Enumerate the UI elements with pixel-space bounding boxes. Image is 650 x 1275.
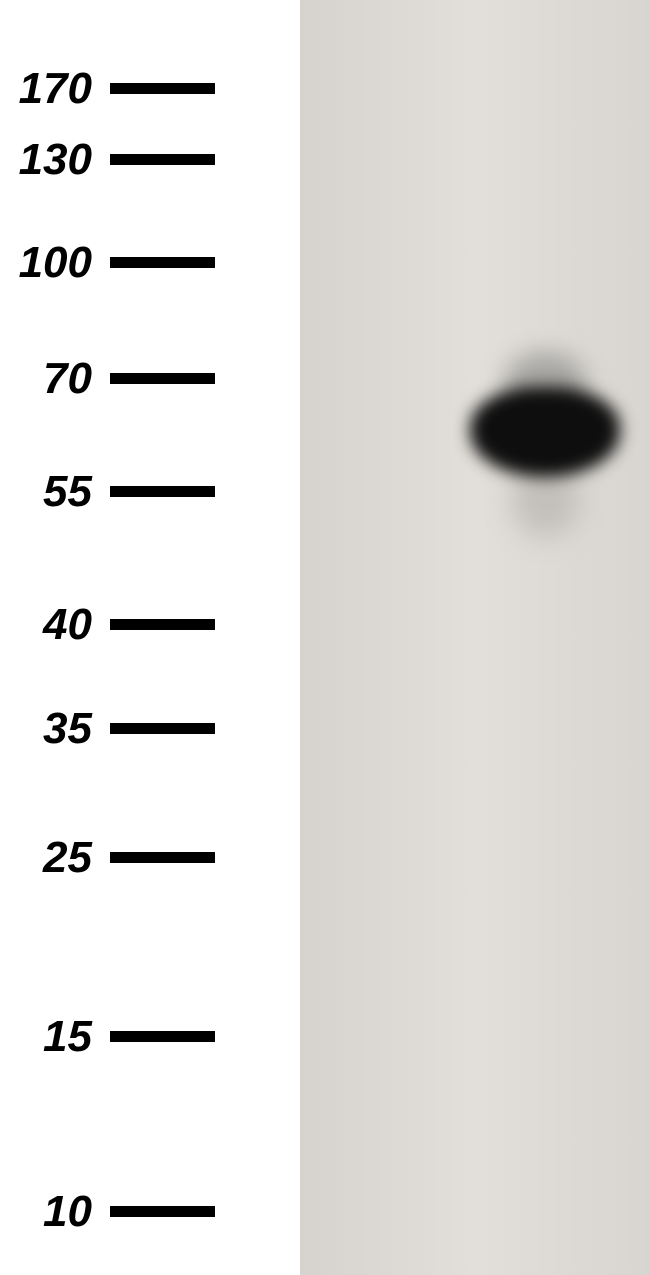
mw-marker-tick [110,1031,215,1042]
mw-marker: 40 [0,603,215,647]
protein-band [470,387,620,477]
mw-marker-label: 55 [0,467,110,517]
mw-marker-label: 130 [0,135,110,185]
blot-lane [460,0,630,1275]
mw-marker-tick [110,83,215,94]
mw-marker: 35 [0,707,215,751]
mw-marker-label: 35 [0,704,110,754]
mw-marker: 100 [0,241,215,285]
mw-marker: 130 [0,138,215,182]
mw-marker-label: 25 [0,833,110,883]
mw-marker-label: 15 [0,1012,110,1062]
blot-figure: 170 130 100 70 55 40 35 25 15 10 [0,0,650,1275]
mw-marker-tick [110,373,215,384]
blot-membrane [300,0,650,1275]
mw-marker-label: 10 [0,1187,110,1237]
mw-marker-tick [110,852,215,863]
mw-marker-label: 100 [0,238,110,288]
mw-marker-label: 70 [0,354,110,404]
mw-marker-tick [110,619,215,630]
mw-marker-tick [110,1206,215,1217]
mw-marker: 10 [0,1190,215,1234]
mw-marker-tick [110,486,215,497]
mw-marker: 70 [0,357,215,401]
mw-marker-tick [110,723,215,734]
mw-marker: 15 [0,1015,215,1059]
blot-lane [315,0,465,1275]
molecular-weight-ladder: 170 130 100 70 55 40 35 25 15 10 [0,0,300,1275]
mw-marker-label: 170 [0,64,110,114]
mw-marker-tick [110,257,215,268]
mw-marker-label: 40 [0,600,110,650]
mw-marker: 25 [0,836,215,880]
mw-marker-tick [110,154,215,165]
mw-marker: 55 [0,470,215,514]
mw-marker: 170 [0,67,215,111]
